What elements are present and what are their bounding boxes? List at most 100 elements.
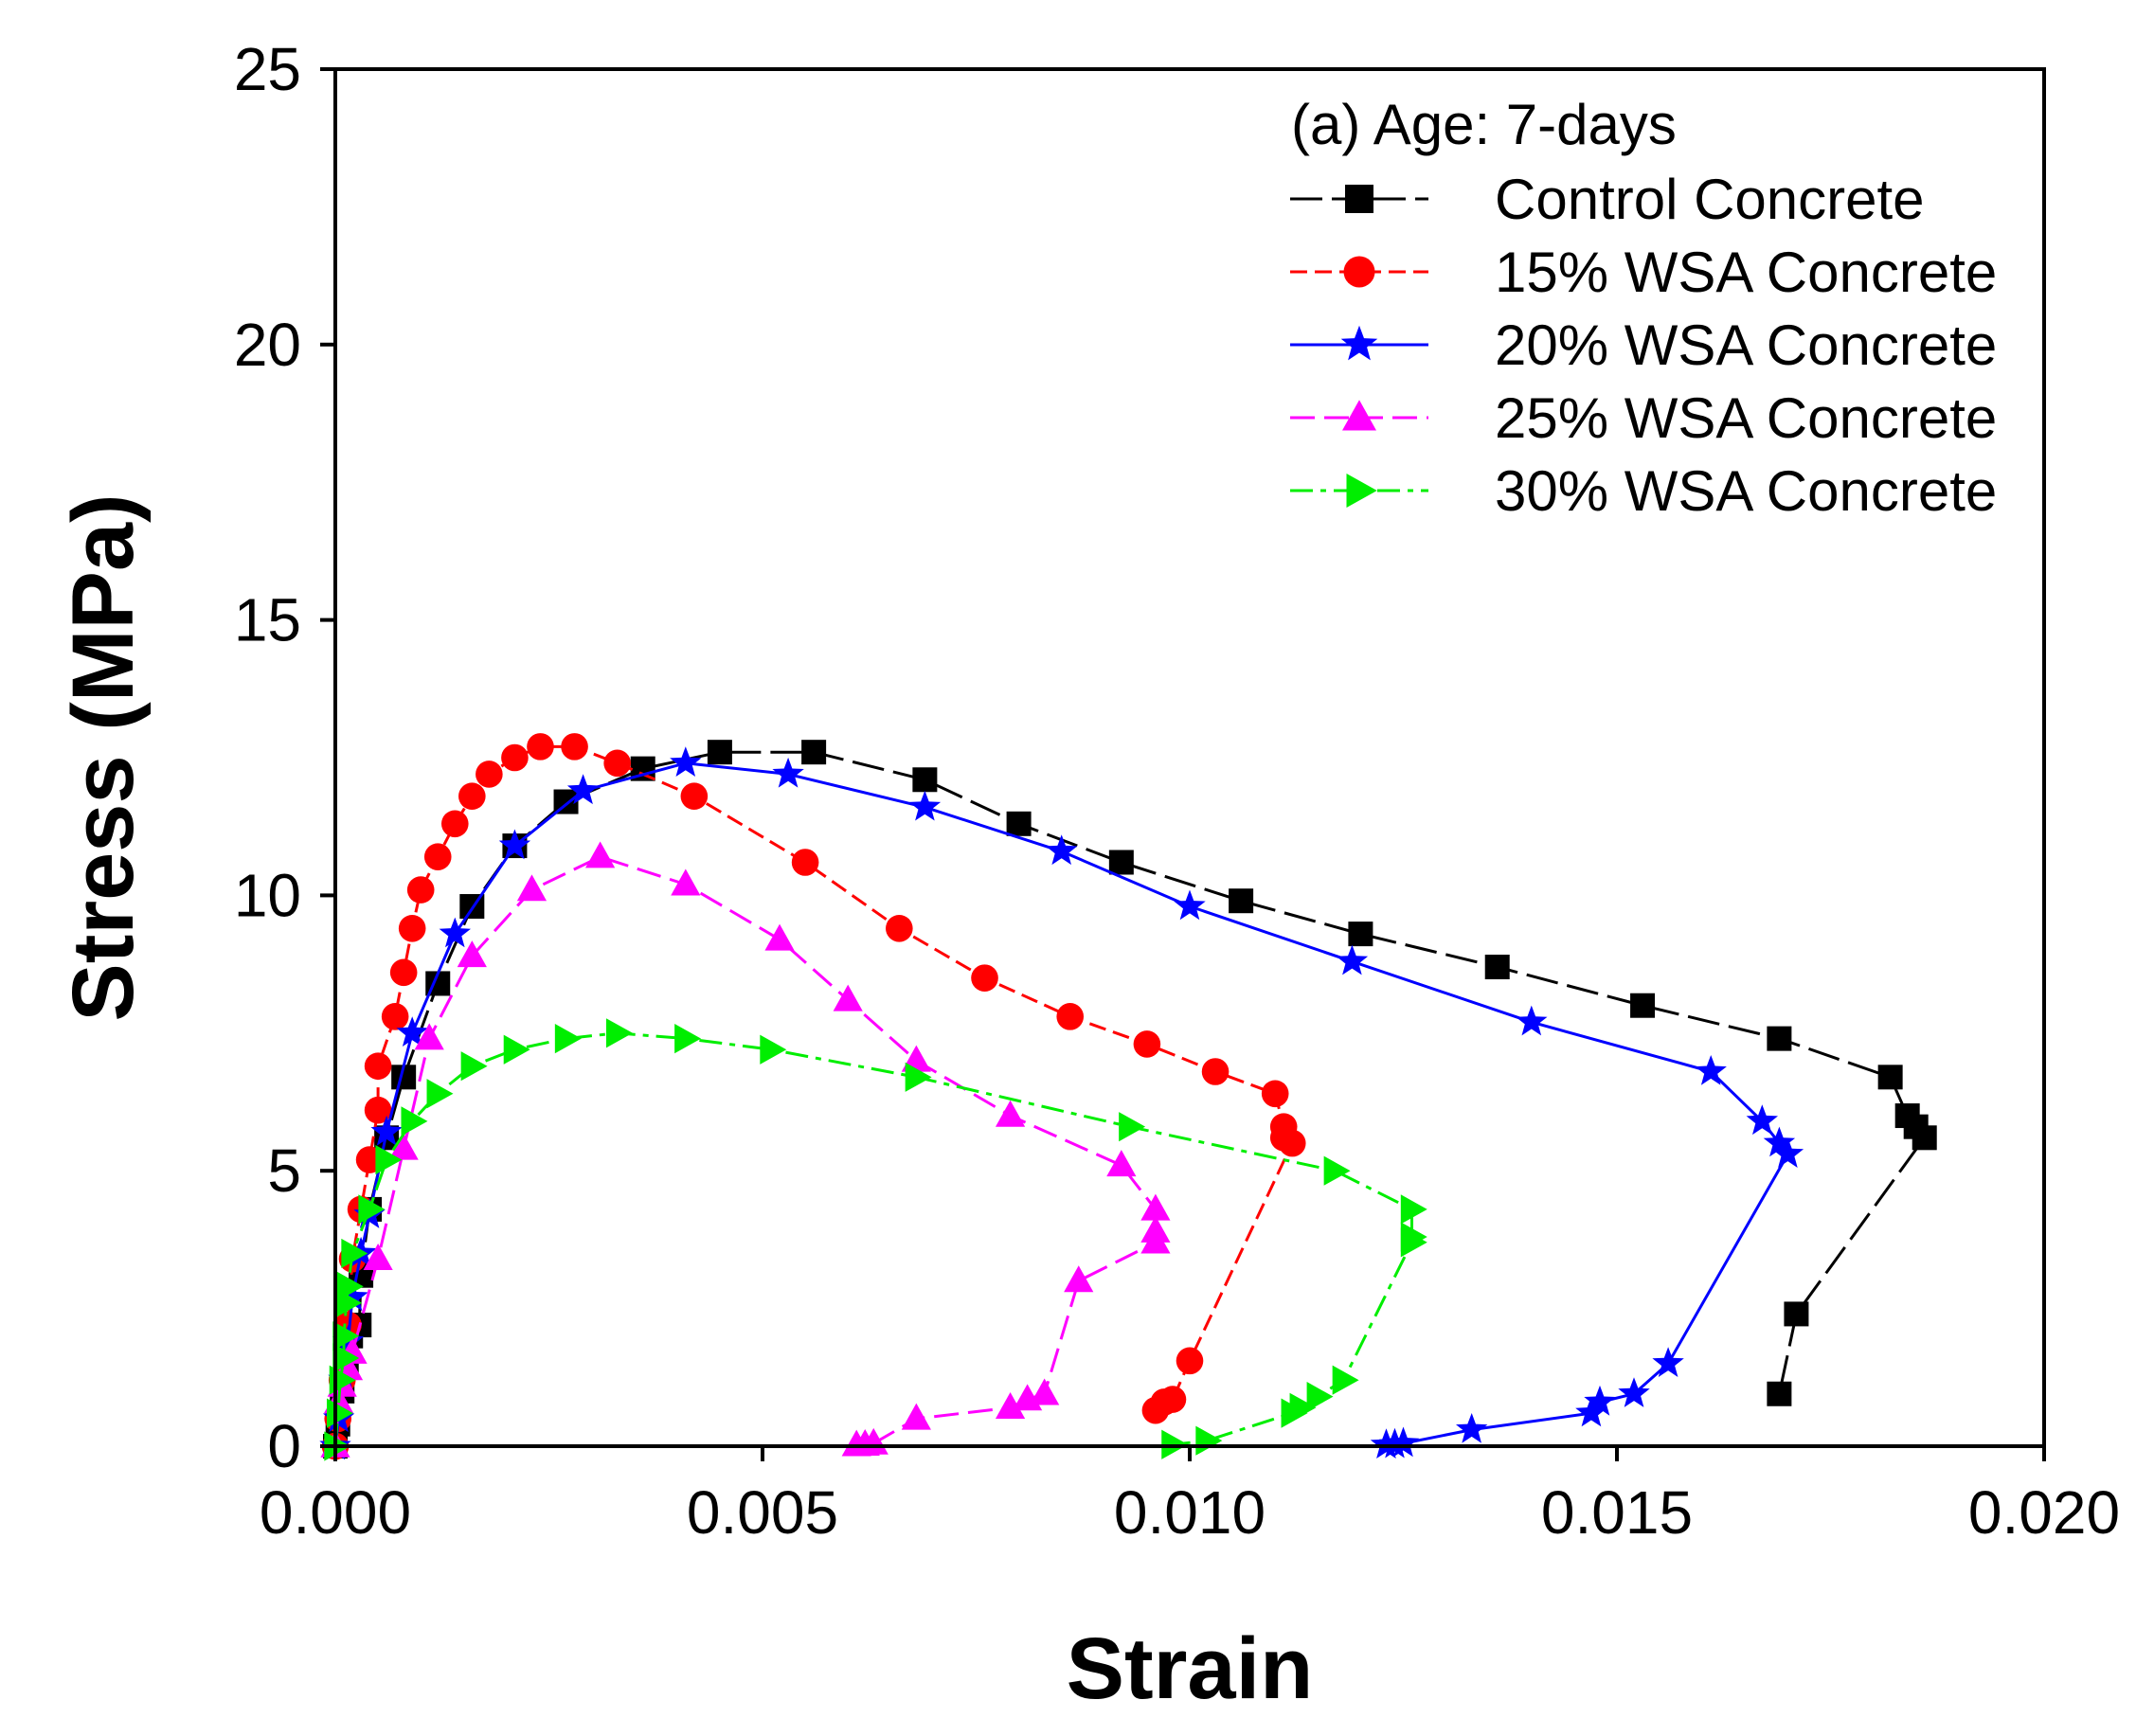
data-point [707, 740, 732, 765]
data-point [457, 940, 487, 968]
data-point [841, 1429, 871, 1457]
data-point [1176, 1347, 1204, 1375]
data-point [401, 1106, 428, 1136]
data-point [1108, 850, 1134, 875]
data-point [801, 740, 827, 765]
data-point [886, 914, 913, 942]
legend-entry: 25% WSA Concrete [1290, 386, 1997, 450]
data-point [1064, 1265, 1094, 1293]
y-tick-label: 15 [234, 586, 301, 654]
data-point [1771, 1137, 1804, 1168]
series-5 [324, 1018, 1427, 1461]
data-point [905, 1062, 932, 1092]
data-point [1106, 1150, 1137, 1177]
data-point [341, 1238, 368, 1269]
legend-marker [1346, 474, 1377, 508]
data-point [585, 841, 616, 868]
y-tick-label: 20 [234, 311, 301, 379]
x-tick-label: 0.010 [1114, 1478, 1265, 1547]
legend-entry: Control Concrete [1290, 168, 1925, 231]
data-point [439, 917, 471, 948]
legend-entry: 20% WSA Concrete [1290, 313, 1997, 377]
series-layer [319, 733, 1937, 1461]
data-point [426, 1079, 454, 1109]
data-point [1630, 993, 1656, 1018]
data-point [670, 746, 702, 777]
data-point [460, 1051, 488, 1082]
data-point [1056, 1003, 1085, 1030]
legend-marker [1340, 325, 1378, 361]
data-point [1201, 1058, 1230, 1085]
axis-ticks: 0.000 0.005 0.010 0.015 0.020 0 5 10 15 20 25 [234, 35, 2120, 1547]
data-point [1746, 1104, 1778, 1136]
data-point [760, 1034, 787, 1065]
data-point [1370, 1428, 1403, 1459]
data-point [561, 733, 588, 761]
legend-entry: 30% WSA Concrete [1290, 459, 1997, 523]
data-point [1013, 1384, 1043, 1411]
y-tick-label: 10 [234, 861, 301, 929]
data-point [1140, 1193, 1171, 1221]
data-point [498, 829, 531, 860]
data-point [370, 1115, 403, 1146]
data-point [1784, 1301, 1809, 1327]
data-point [1306, 1382, 1334, 1412]
data-point [764, 923, 795, 951]
data-point [1278, 1129, 1306, 1157]
data-point [398, 914, 426, 942]
data-point [332, 1321, 360, 1351]
data-point [1332, 1365, 1359, 1395]
legend-label: 25% WSA Concrete [1495, 386, 1997, 450]
legend-label: 20% WSA Concrete [1495, 313, 1997, 377]
data-point [791, 849, 819, 876]
data-point [971, 964, 998, 992]
x-tick-label: 0.020 [1968, 1478, 2120, 1547]
legend-entry: 15% WSA Concrete [1290, 241, 1997, 304]
data-point [772, 757, 804, 788]
data-point [1767, 1026, 1792, 1051]
data-point [995, 1100, 1026, 1127]
data-point [406, 876, 435, 904]
legend-marker [1343, 256, 1375, 288]
data-point [1652, 1347, 1684, 1377]
data-point [995, 1392, 1026, 1419]
data-point [603, 749, 631, 778]
data-point [1046, 834, 1078, 866]
data-point [414, 1023, 444, 1050]
data-point [396, 1016, 428, 1047]
data-point [1767, 1381, 1792, 1406]
data-point [1400, 1227, 1427, 1258]
data-point [516, 874, 547, 902]
data-point [358, 1194, 386, 1225]
data-point [901, 1403, 931, 1430]
data-point [1584, 1385, 1616, 1416]
data-point [1763, 1126, 1796, 1157]
legend-annotation: (a) Age: 7-days [1291, 93, 1677, 156]
y-tick-label: 5 [267, 1136, 301, 1205]
data-point [554, 1024, 582, 1054]
data-point [680, 782, 709, 811]
data-point [1006, 811, 1032, 836]
data-point [1484, 955, 1510, 980]
data-point [381, 1003, 409, 1030]
legend-label: Control Concrete [1495, 168, 1925, 231]
data-point [1323, 1155, 1351, 1186]
y-axis-title: Stress (MPa) [55, 493, 152, 1021]
legend-marker [1345, 185, 1373, 213]
data-point [423, 843, 452, 870]
data-point [1695, 1055, 1727, 1085]
data-point [1281, 1398, 1308, 1428]
data-point [440, 810, 469, 838]
data-point [501, 743, 529, 772]
data-point [364, 1052, 392, 1080]
data-point [566, 774, 600, 805]
data-point [833, 984, 863, 1011]
data-point [364, 1096, 392, 1124]
data-point [458, 782, 486, 811]
legend-label: 15% WSA Concrete [1495, 241, 1997, 304]
data-point [674, 1024, 702, 1054]
legend: (a) Age: 7-days Control Concrete 15% WSA … [1290, 93, 1997, 523]
legend-marker [1342, 400, 1376, 431]
data-point [363, 1244, 393, 1270]
